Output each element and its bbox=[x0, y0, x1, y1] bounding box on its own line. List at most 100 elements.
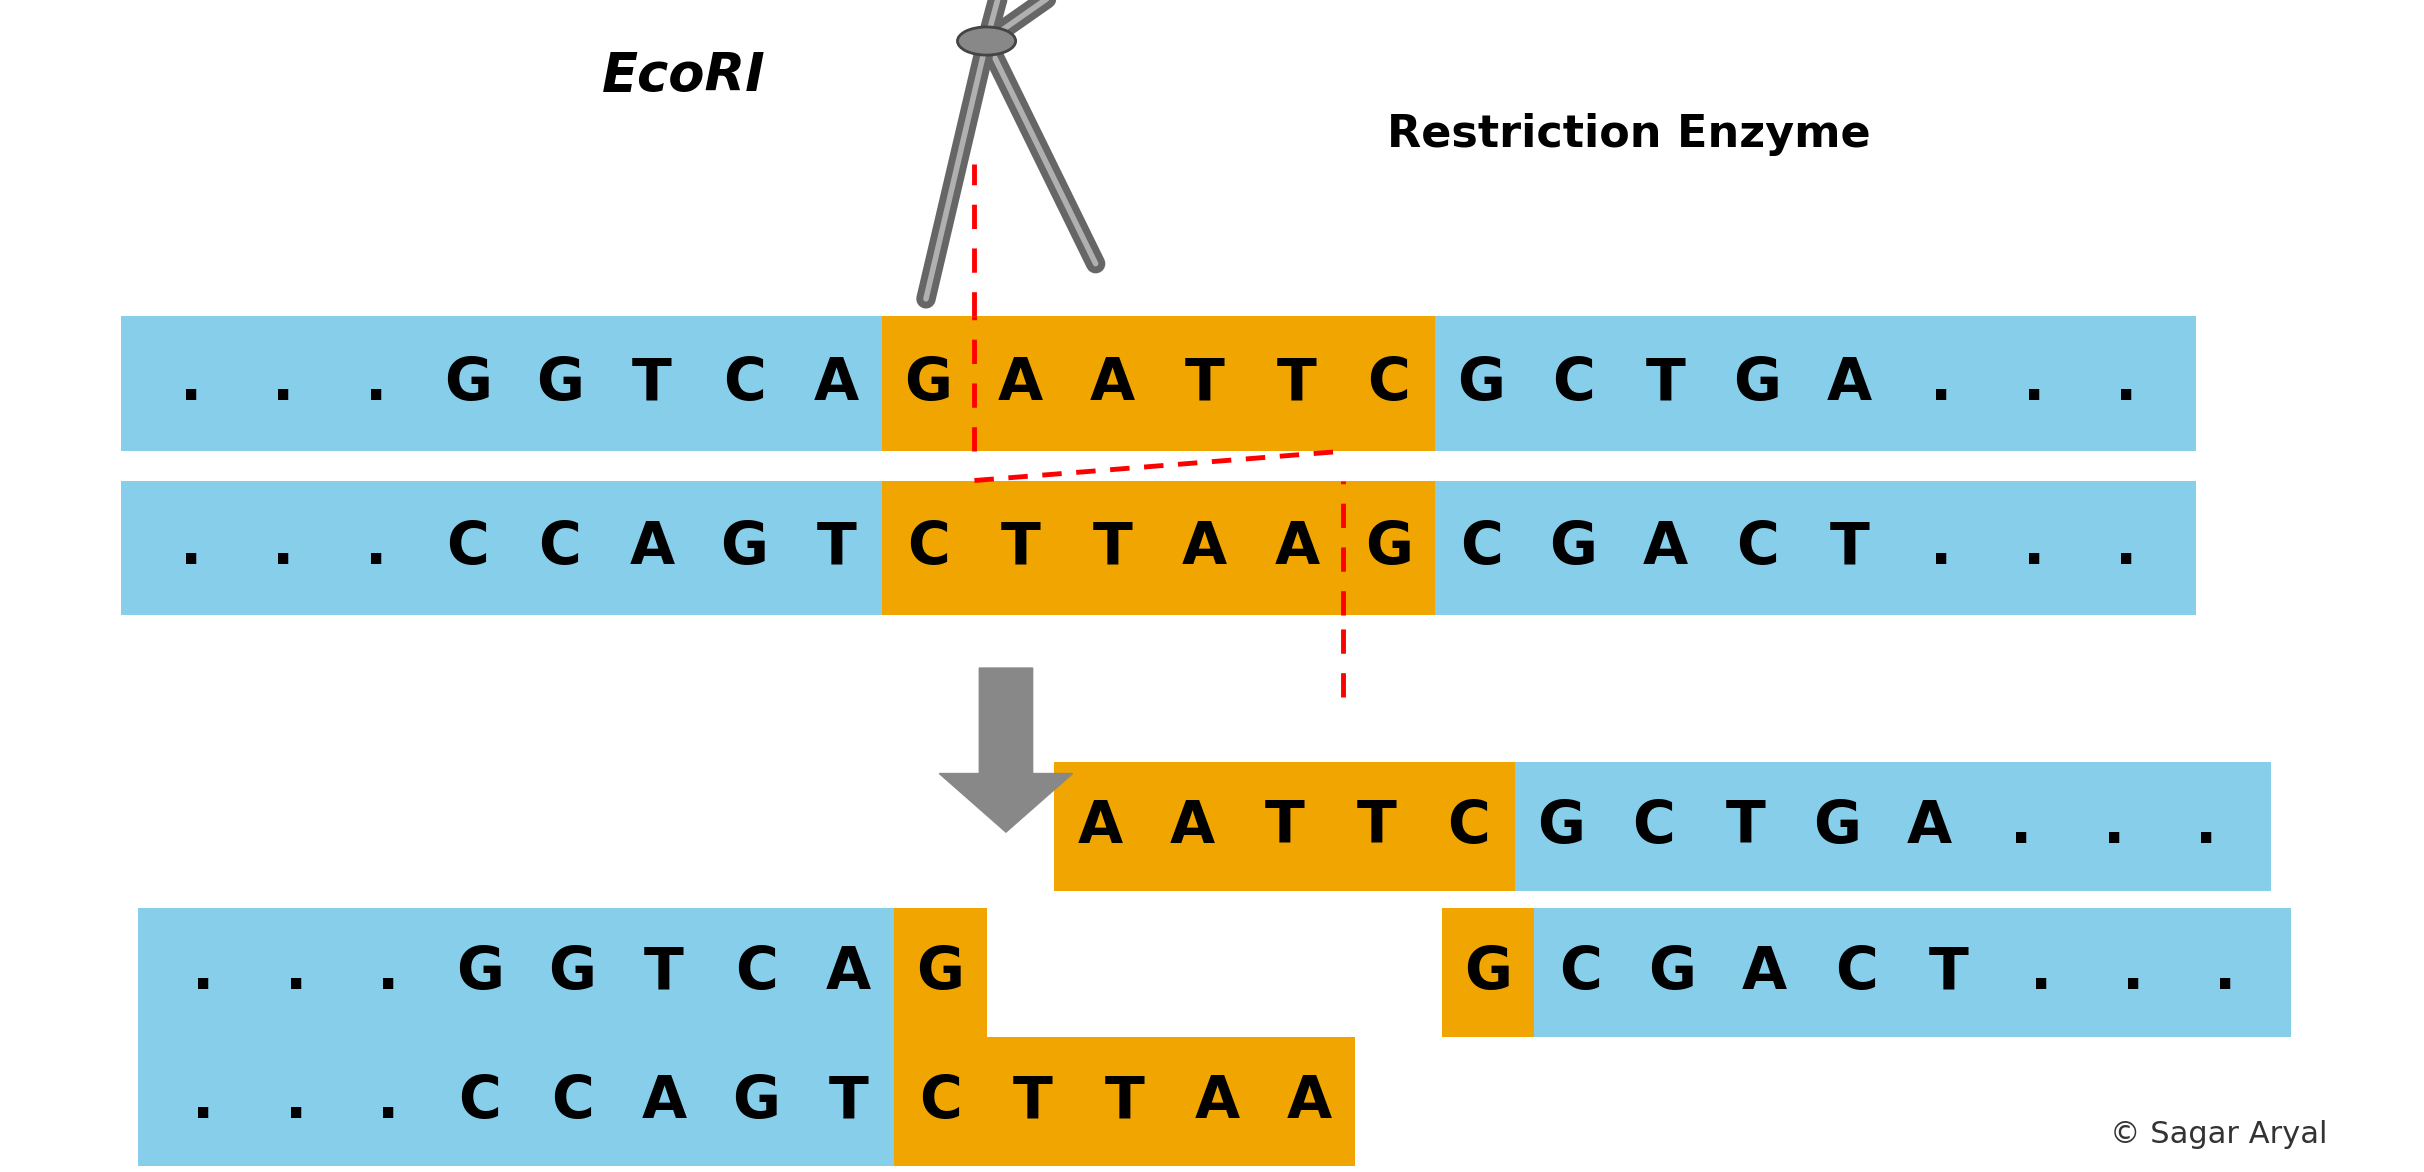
Text: G: G bbox=[444, 355, 492, 413]
Text: C: C bbox=[538, 519, 582, 577]
Text: C: C bbox=[734, 945, 778, 1001]
Text: C: C bbox=[919, 1074, 962, 1130]
Text: .: . bbox=[191, 945, 216, 1001]
Text: C: C bbox=[446, 519, 490, 577]
Text: G: G bbox=[1464, 945, 1513, 1001]
Text: G: G bbox=[1365, 519, 1413, 577]
Bar bbox=[894, 1037, 1355, 1166]
Text: .: . bbox=[271, 355, 296, 413]
Text: .: . bbox=[376, 945, 400, 1001]
Text: C: C bbox=[1559, 945, 1602, 1001]
Text: G: G bbox=[904, 355, 953, 413]
Bar bbox=[121, 316, 2196, 451]
Text: G: G bbox=[1648, 945, 1697, 1001]
Text: A: A bbox=[999, 355, 1042, 413]
Text: A: A bbox=[1828, 355, 1871, 413]
Text: .: . bbox=[2114, 355, 2138, 413]
Text: G: G bbox=[548, 945, 596, 1001]
Text: A: A bbox=[1743, 945, 1786, 1001]
Text: .: . bbox=[2102, 798, 2126, 854]
Bar bbox=[894, 908, 987, 1037]
Text: .: . bbox=[2194, 798, 2218, 854]
Text: .: . bbox=[2121, 945, 2145, 1001]
Text: © Sagar Aryal: © Sagar Aryal bbox=[2109, 1119, 2327, 1149]
Text: T: T bbox=[1277, 355, 1316, 413]
Bar bbox=[121, 481, 2196, 615]
Text: G: G bbox=[1813, 798, 1862, 854]
Text: .: . bbox=[284, 945, 308, 1001]
Bar bbox=[882, 316, 1435, 451]
Bar bbox=[138, 908, 987, 1037]
Text: C: C bbox=[458, 1074, 502, 1130]
Bar bbox=[1054, 762, 2271, 891]
Text: Restriction Enzyme: Restriction Enzyme bbox=[1387, 114, 1871, 156]
Text: T: T bbox=[645, 945, 684, 1001]
Text: A: A bbox=[1908, 798, 1951, 854]
Text: .: . bbox=[2022, 355, 2046, 413]
Bar bbox=[138, 1037, 1355, 1166]
Bar bbox=[1442, 908, 2291, 1037]
Text: .: . bbox=[364, 519, 388, 577]
Text: A: A bbox=[1643, 519, 1687, 577]
Text: C: C bbox=[1367, 355, 1411, 413]
Text: .: . bbox=[191, 1074, 216, 1130]
Bar bbox=[1054, 762, 1515, 891]
Text: .: . bbox=[179, 355, 204, 413]
Text: C: C bbox=[1736, 519, 1779, 577]
Text: G: G bbox=[916, 945, 965, 1001]
Text: A: A bbox=[1171, 798, 1214, 854]
Text: .: . bbox=[2022, 519, 2046, 577]
Text: .: . bbox=[2029, 945, 2053, 1001]
Text: T: T bbox=[1357, 798, 1396, 854]
Text: C: C bbox=[1835, 945, 1879, 1001]
Text: A: A bbox=[630, 519, 674, 577]
Text: G: G bbox=[456, 945, 504, 1001]
Text: G: G bbox=[1733, 355, 1782, 413]
Text: T: T bbox=[817, 519, 856, 577]
Text: T: T bbox=[1013, 1074, 1052, 1130]
Text: .: . bbox=[2009, 798, 2034, 854]
FancyArrow shape bbox=[938, 668, 1074, 832]
Text: T: T bbox=[1726, 798, 1765, 854]
Text: .: . bbox=[376, 1074, 400, 1130]
Text: C: C bbox=[907, 519, 950, 577]
Text: A: A bbox=[1079, 798, 1122, 854]
Text: .: . bbox=[1930, 355, 1954, 413]
Text: G: G bbox=[720, 519, 768, 577]
Text: .: . bbox=[2114, 519, 2138, 577]
Text: T: T bbox=[1930, 945, 1968, 1001]
Text: A: A bbox=[827, 945, 870, 1001]
Text: EcoRI: EcoRI bbox=[601, 50, 766, 102]
Text: C: C bbox=[722, 355, 766, 413]
Text: T: T bbox=[829, 1074, 868, 1130]
Text: A: A bbox=[1183, 519, 1227, 577]
Text: A: A bbox=[1091, 355, 1134, 413]
Text: T: T bbox=[1646, 355, 1685, 413]
Text: T: T bbox=[1185, 355, 1224, 413]
Text: T: T bbox=[1265, 798, 1304, 854]
Text: C: C bbox=[1459, 519, 1503, 577]
Bar bbox=[1442, 908, 1534, 1037]
Text: A: A bbox=[1287, 1074, 1331, 1130]
Text: C: C bbox=[1631, 798, 1675, 854]
Text: T: T bbox=[1093, 519, 1132, 577]
Text: T: T bbox=[633, 355, 671, 413]
Text: .: . bbox=[284, 1074, 308, 1130]
Text: .: . bbox=[2213, 945, 2237, 1001]
Text: C: C bbox=[1551, 355, 1595, 413]
Text: G: G bbox=[1457, 355, 1505, 413]
Text: A: A bbox=[814, 355, 858, 413]
Text: .: . bbox=[271, 519, 296, 577]
Text: C: C bbox=[1447, 798, 1491, 854]
Circle shape bbox=[957, 27, 1016, 55]
Text: T: T bbox=[1001, 519, 1040, 577]
Bar bbox=[882, 481, 1435, 615]
Text: G: G bbox=[1549, 519, 1597, 577]
Text: .: . bbox=[364, 355, 388, 413]
Text: .: . bbox=[179, 519, 204, 577]
Text: G: G bbox=[1537, 798, 1585, 854]
Text: A: A bbox=[1195, 1074, 1239, 1130]
Text: .: . bbox=[1930, 519, 1954, 577]
Text: T: T bbox=[1830, 519, 1869, 577]
Text: T: T bbox=[1105, 1074, 1144, 1130]
